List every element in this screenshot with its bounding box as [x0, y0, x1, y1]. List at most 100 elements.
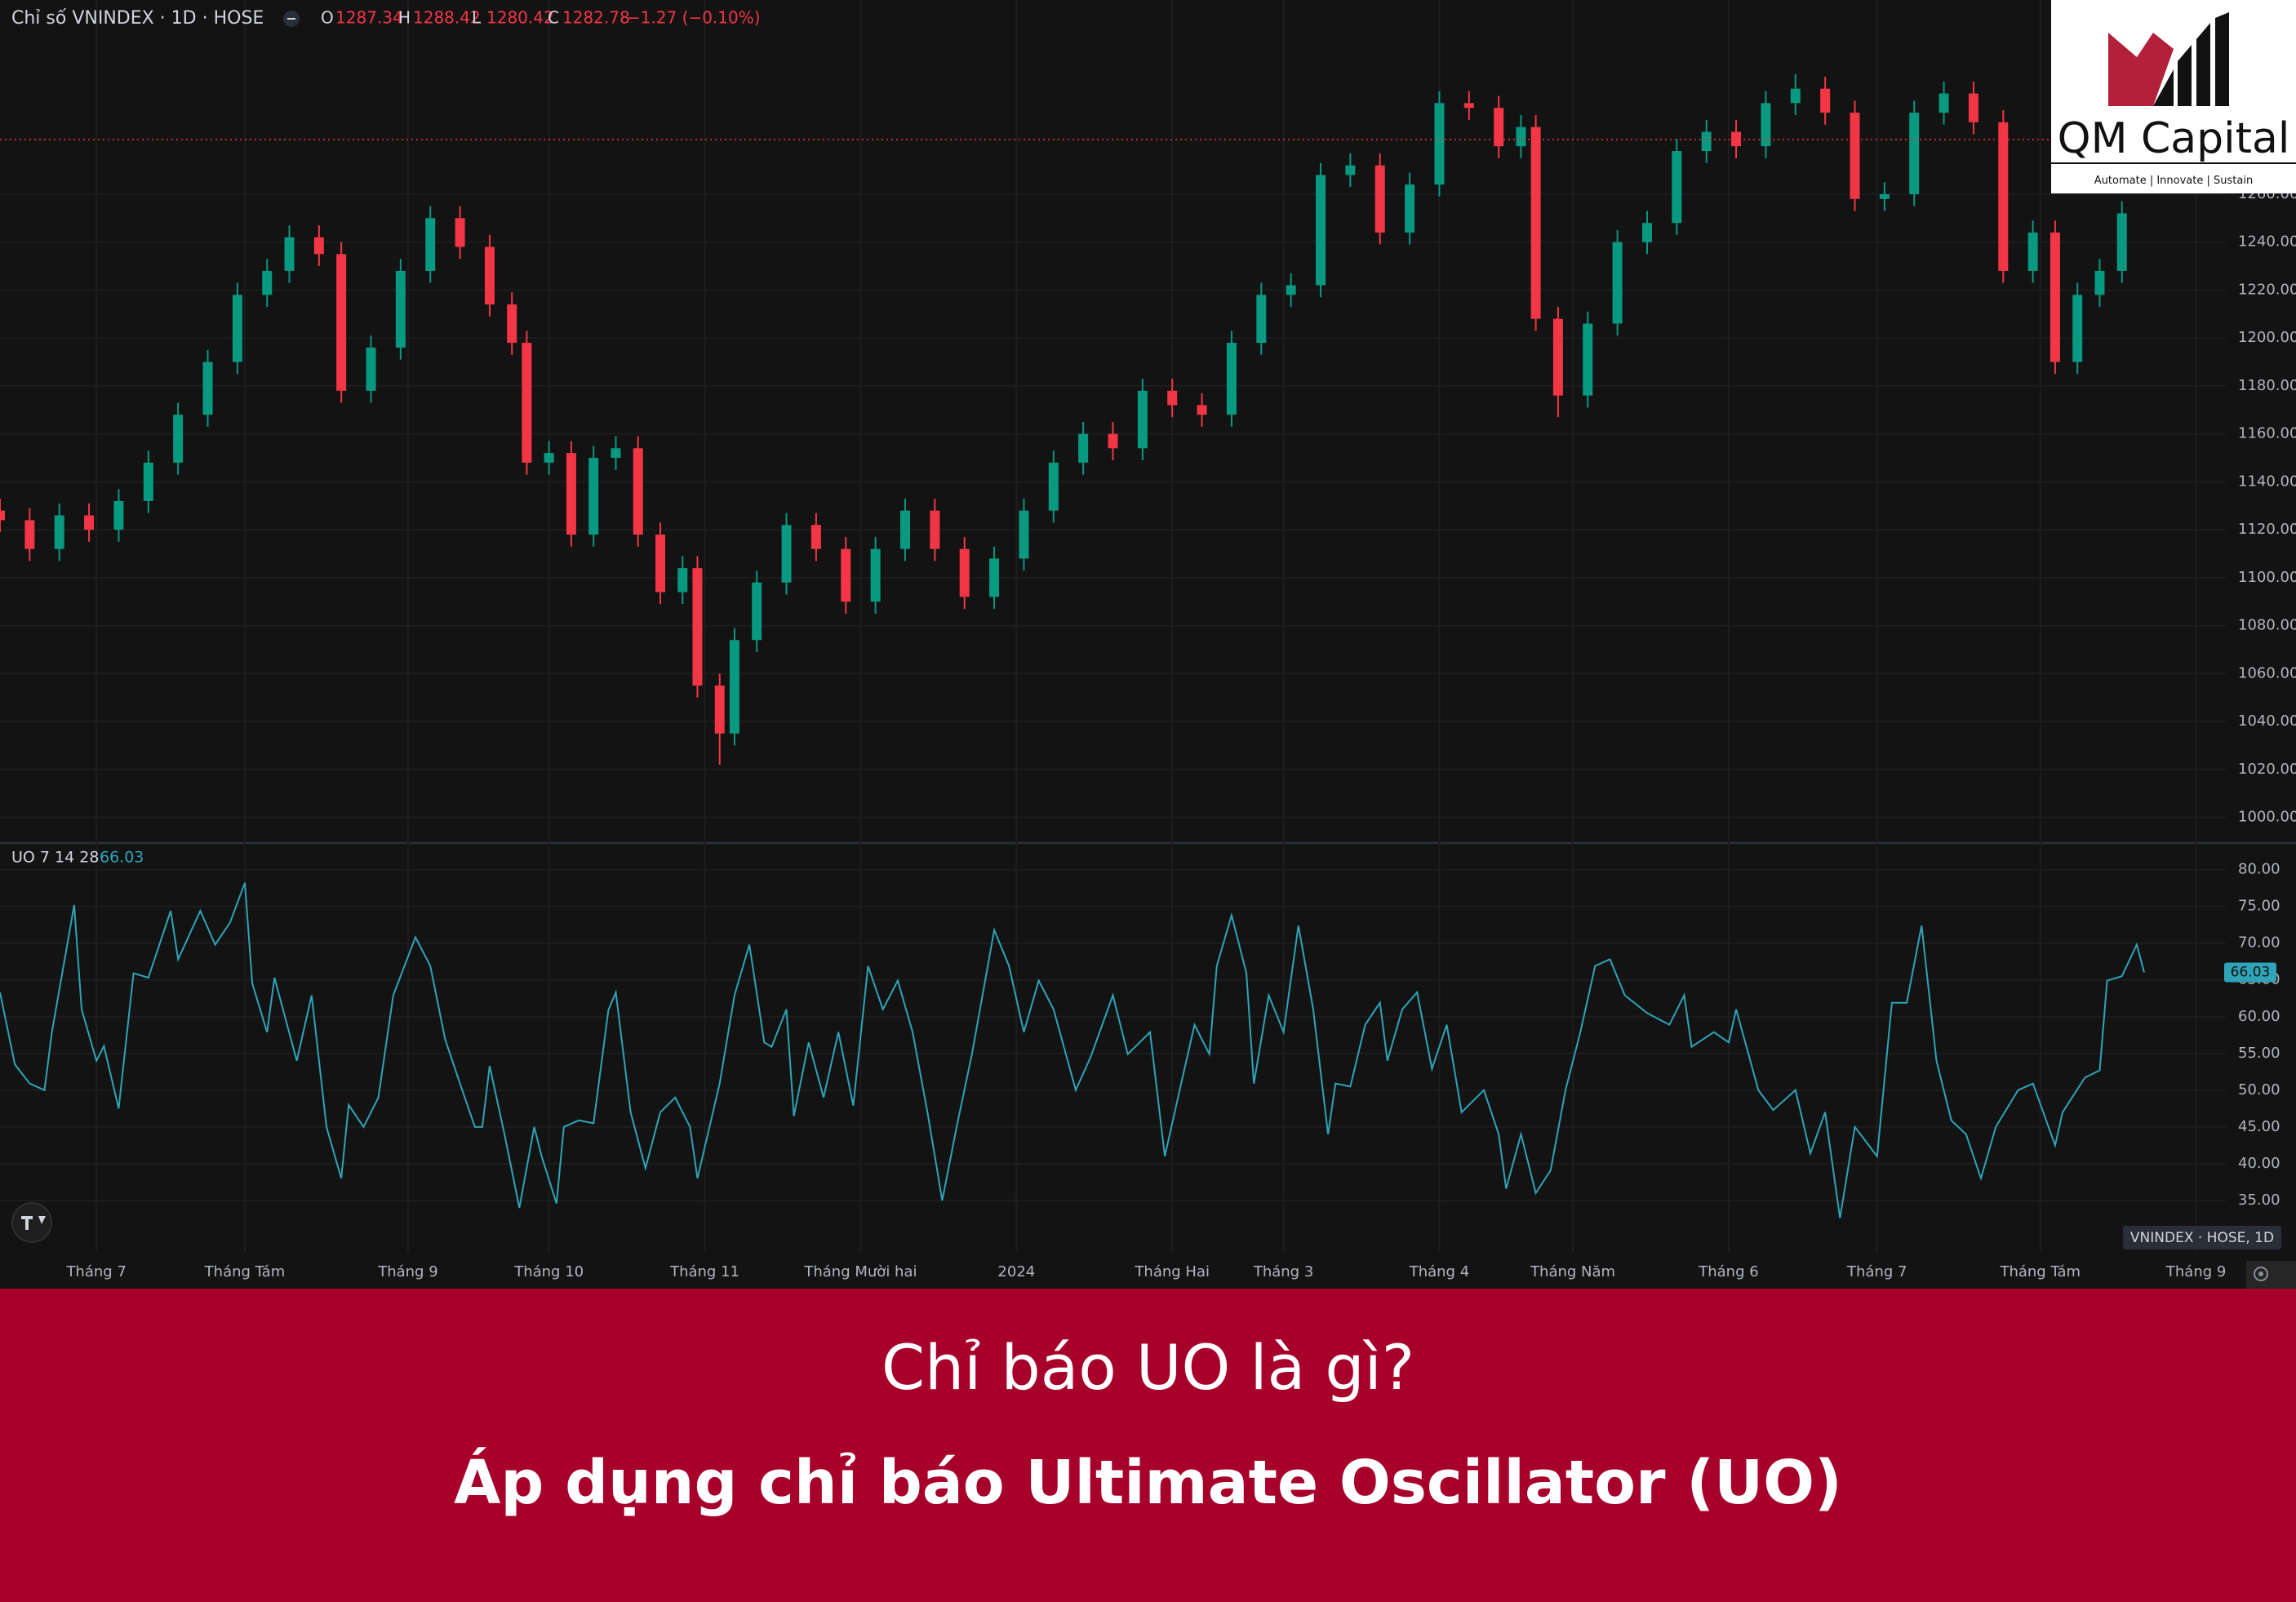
candle-body — [1434, 103, 1445, 185]
candle-body — [1048, 462, 1059, 511]
candle-body — [366, 347, 376, 391]
candle-body — [1998, 122, 2009, 271]
ohlc-value: 1282.78 — [562, 8, 630, 28]
candle-body — [24, 520, 35, 549]
y-tick-label: 80.00 — [2238, 861, 2280, 878]
x-tick-label: Tháng Năm — [1530, 1263, 1615, 1280]
symbol-tag-label: VNINDEX · HOSE, 1D — [2130, 1230, 2274, 1246]
banner-title: Chỉ báo UO là gì? — [881, 1331, 1415, 1404]
y-tick-label: 55.00 — [2238, 1045, 2280, 1062]
symbol-tag — [2123, 1226, 2281, 1249]
x-tick-label: Tháng 6 — [1698, 1263, 1758, 1280]
x-tick-label: 2024 — [997, 1263, 1035, 1280]
candle-body — [2094, 270, 2105, 295]
logo-mark — [2051, 12, 2296, 164]
candle-body — [1530, 126, 1541, 319]
candle-body — [1197, 405, 1207, 415]
candle-body — [284, 237, 295, 271]
candle-body — [588, 458, 599, 535]
logo-name: QM Capital — [2057, 114, 2290, 163]
logo-bar — [2196, 23, 2210, 106]
x-tick-label: Tháng Hai — [1134, 1263, 1210, 1280]
price-change: −1.27 (−0.10%) — [627, 8, 761, 28]
y-tick-label: 40.00 — [2238, 1155, 2280, 1172]
candle-body — [655, 535, 666, 592]
ohlc-label: L — [472, 8, 482, 28]
candle-body — [232, 295, 242, 362]
candle-body — [1641, 223, 1652, 242]
ohlc-value: 1288.42 — [413, 8, 481, 28]
y-tick-label: 1180.00 — [2238, 377, 2296, 394]
candle-body — [1316, 175, 1326, 286]
ohlc-label: O — [321, 8, 334, 28]
candle-body — [1167, 390, 1178, 406]
candle-body — [781, 525, 792, 583]
candle-body — [54, 515, 64, 549]
candle-body — [752, 582, 762, 641]
candle-body — [173, 415, 184, 463]
candle-body — [611, 448, 621, 459]
x-tick-label: Tháng 4 — [1409, 1263, 1469, 1280]
candle-body — [2072, 295, 2083, 362]
y-tick-label: 1100.00 — [2238, 569, 2296, 586]
tradingview-mark — [21, 1216, 46, 1230]
x-tick-label: Tháng Tám — [204, 1263, 286, 1280]
settings-icon[interactable] — [2254, 1267, 2268, 1281]
banner-subtitle: Áp dụng chỉ báo Ultimate Oscillator (UO) — [454, 1448, 1842, 1518]
candle-body — [2116, 213, 2127, 271]
candle-body — [1108, 433, 1118, 449]
y-tick-label: 1240.00 — [2238, 233, 2296, 251]
current-value-tag-label: 66.03 — [2231, 964, 2271, 980]
candle-body — [1909, 113, 1920, 194]
current-value-tag — [2224, 962, 2276, 983]
indicator-title: UO 7 14 28 — [11, 849, 99, 867]
candle-body — [143, 462, 153, 501]
tradingview-logo[interactable] — [11, 1202, 52, 1243]
x-tick-label: Tháng 7 — [65, 1263, 126, 1280]
candle-body — [1850, 113, 1860, 199]
logo-bar — [2215, 12, 2229, 106]
candle-body — [566, 453, 576, 535]
y-tick-label: 1020.00 — [2238, 761, 2296, 778]
candle-body — [1879, 193, 1890, 199]
y-tick-label: 1080.00 — [2238, 617, 2296, 634]
indicator-value: 66.03 — [100, 849, 144, 867]
logo-bar — [2153, 69, 2174, 106]
candle-body — [113, 500, 124, 530]
ohlc-value: 1280.42 — [486, 8, 554, 28]
ohlc-label: H — [398, 8, 411, 28]
candle-body — [1516, 126, 1526, 147]
x-tick-label: Tháng Tám — [1999, 1263, 2081, 1280]
candle-body — [544, 453, 554, 463]
y-tick-label: 1040.00 — [2238, 712, 2296, 730]
y-tick-label: 1200.00 — [2238, 329, 2296, 346]
candle-body — [959, 548, 970, 597]
settings-icon-dot — [2258, 1271, 2263, 1276]
y-tick-label: 75.00 — [2238, 898, 2280, 915]
x-tick-label: Tháng 3 — [1253, 1263, 1313, 1280]
candle-body — [810, 525, 821, 549]
candle-body — [1672, 151, 1682, 224]
candle-body — [202, 362, 213, 415]
candle-body — [1137, 390, 1148, 449]
candle-body — [262, 270, 273, 295]
candle-body — [677, 568, 688, 592]
candle-body — [633, 448, 643, 535]
ohlc-value: 1287.34 — [335, 8, 403, 28]
candle-body — [1552, 318, 1563, 396]
candle-body — [1286, 285, 1296, 295]
y-tick-label: 1140.00 — [2238, 473, 2296, 490]
banner: Chỉ báo UO là gì? Áp dụng chỉ báo Ultima… — [0, 1289, 2296, 1602]
x-tick-label: Tháng Mười hai — [803, 1263, 917, 1280]
candle-body — [1019, 510, 1029, 559]
candle-body — [484, 246, 495, 305]
y-tick-label: 1160.00 — [2238, 425, 2296, 442]
candle-body — [0, 510, 5, 521]
logo-red-shape — [2108, 33, 2174, 106]
x-tick-label: Tháng 7 — [1846, 1263, 1907, 1280]
candle-body — [395, 270, 406, 348]
candle-body — [2027, 232, 2038, 271]
x-tick-label: Tháng 9 — [377, 1263, 437, 1280]
y-tick-label: 1120.00 — [2238, 521, 2296, 538]
